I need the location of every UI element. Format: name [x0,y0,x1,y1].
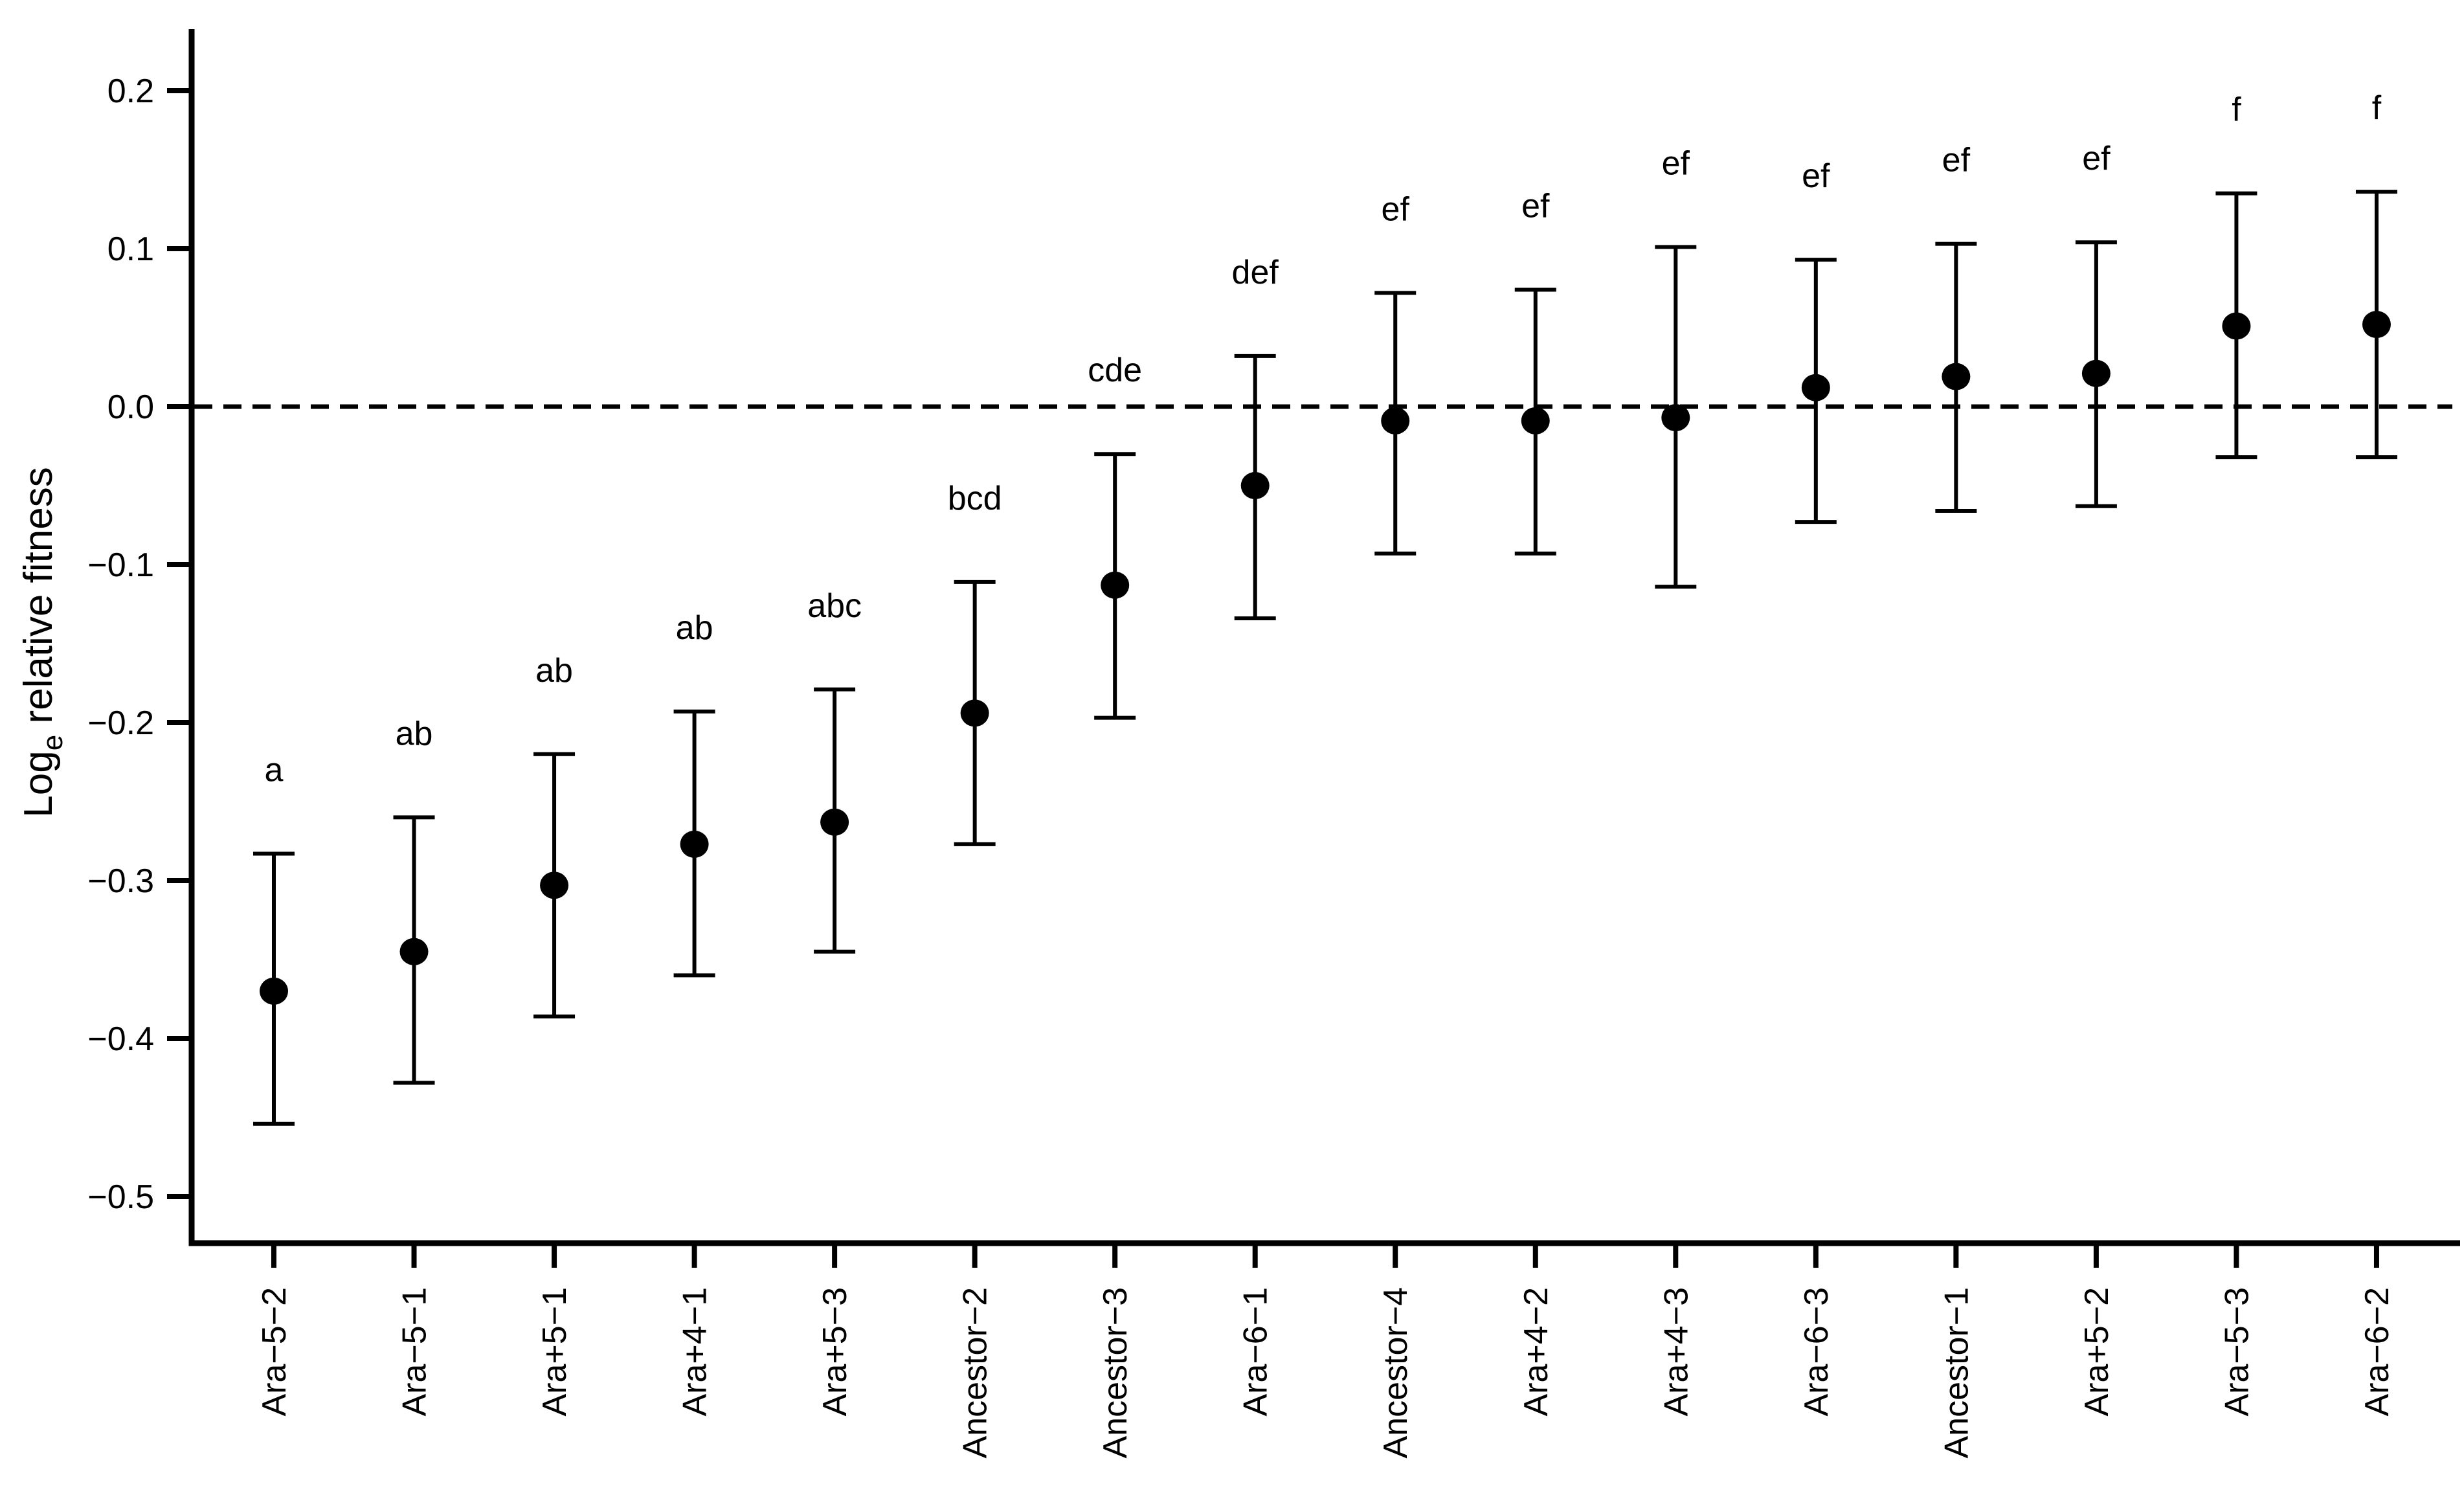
mean-dot [960,699,989,727]
significance-letter: cde [1088,352,1142,389]
y-axis-title-prefix: Log [16,750,61,817]
error-bar-group: abc [807,587,862,954]
x-tick-label: Ara−5−3 [2218,1287,2256,1417]
y-tick-label: −0.5 [87,1178,154,1216]
x-tick-label: Ancestor−4 [1377,1287,1415,1459]
significance-letter: abc [807,587,862,625]
error-bar-group: ef [1655,145,1697,589]
error-bar-group: def [1232,254,1279,620]
x-tick-label: Ara−5−2 [256,1287,293,1417]
x-tick-label: Ara+5−1 [536,1287,574,1417]
y-axis-title-subscript: e [37,735,69,750]
error-bar-group: ef [1935,142,1977,513]
mean-dot [1801,374,1830,401]
x-tick-label: Ancestor−1 [1938,1287,1975,1459]
mean-dot [1661,404,1690,432]
significance-letter: a [265,752,284,789]
y-tick-label: 0.1 [107,230,154,268]
error-bar-group: ef [1795,157,1837,524]
error-bar-group: ab [673,609,715,978]
x-tick-label: Ara−5−1 [396,1287,434,1417]
error-bar-group: cde [1088,352,1142,720]
significance-letter: ab [535,652,573,690]
error-bar-group: f [2215,91,2257,460]
mean-dot [540,871,569,899]
mean-dot [2222,312,2251,340]
mean-dot [1381,407,1410,434]
significance-letter: ab [396,715,433,752]
y-axis-title: Loge relative fitness [16,467,69,817]
x-tick-label: Ara+4−3 [1657,1287,1695,1417]
mean-dot [820,808,849,836]
y-tick-label: −0.1 [87,546,154,584]
mean-dot [260,977,288,1005]
y-tick-label: 0.0 [107,388,154,426]
x-tick-label: Ara+5−3 [816,1287,854,1417]
significance-letter: def [1232,254,1279,291]
error-bar-group: ab [533,652,576,1018]
x-tick-label: Ara+4−2 [1518,1287,1555,1417]
error-bar-group: ef [2075,140,2117,508]
significance-letter: f [2232,91,2241,129]
x-tick-label: Ara+5−2 [2078,1287,2116,1417]
error-bar-group: ef [1514,187,1556,556]
mean-dot [680,830,709,858]
y-tick-label: −0.2 [87,704,154,742]
y-tick-label: 0.2 [107,73,154,110]
significance-letter: ef [1382,190,1410,228]
error-bar-group: a [253,752,295,1126]
x-tick-label: Ancestor−2 [957,1287,994,1459]
mean-dot [1942,363,1971,390]
mean-dot [2081,359,2111,387]
significance-letter: ef [1802,157,1830,195]
error-bar-group: ef [1374,190,1417,556]
y-axis-title-rest: relative fitness [16,467,61,735]
x-tick-label: Ara−6−1 [1237,1287,1275,1417]
error-bar-group: ab [393,715,435,1085]
mean-dot [1240,472,1270,499]
x-tick-label: Ara−6−3 [1798,1287,1835,1417]
significance-letter: ab [676,609,713,647]
significance-letter: ef [1942,142,1971,179]
significance-letter: ef [1521,187,1550,225]
significance-letter: f [2372,89,2382,127]
significance-letter: ef [1662,145,1690,183]
error-bar-group: bcd [948,480,1002,846]
y-tick-label: −0.3 [87,862,154,900]
significance-letter: ef [2082,140,2111,177]
significance-letter: bcd [948,480,1002,517]
x-tick-label: Ara+4−1 [677,1287,714,1417]
y-tick-label: −0.4 [87,1020,154,1058]
mean-dot [1101,571,1130,599]
x-tick-label: Ancestor−3 [1097,1287,1134,1459]
error-bar-group: f [2355,89,2397,460]
mean-dot [399,938,429,965]
x-tick-label: Ara−6−2 [2358,1287,2396,1417]
mean-dot [2362,311,2391,339]
mean-dot [1521,407,1550,434]
